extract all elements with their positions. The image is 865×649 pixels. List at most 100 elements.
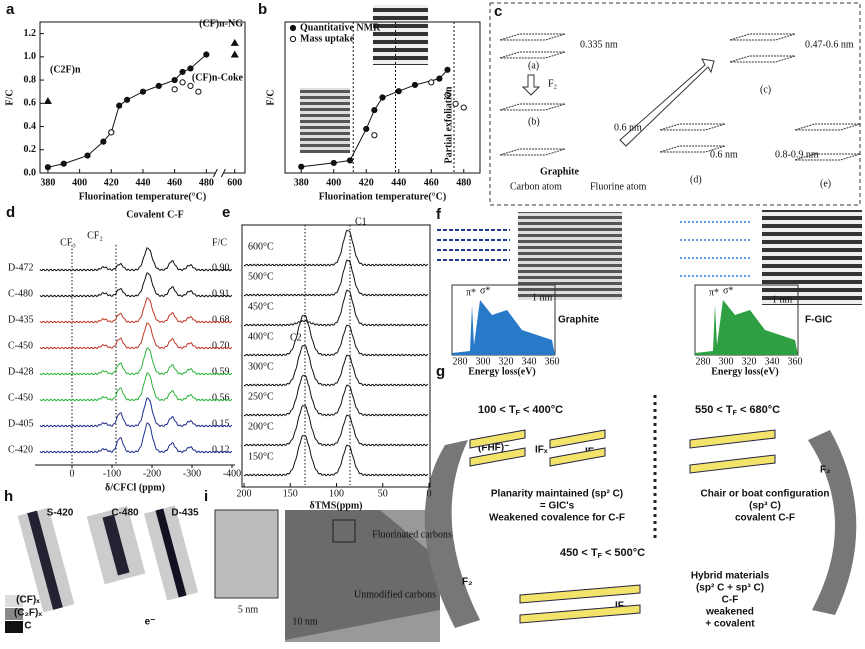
row-label: D-428 [8,366,34,377]
label: Weakened covalence for C-F [489,513,625,524]
spectrum [243,259,429,297]
marker [187,65,194,72]
panel-frame [489,2,861,206]
x-tick-label: 360 [788,356,803,367]
label: Fluorinated carbons [372,529,452,540]
x-tick-label: 480 [456,177,471,188]
sheet [519,604,641,624]
x-tick-label: 280 [453,356,468,367]
tem-image [214,509,279,599]
x-axis-label: Fluorination temperature(°C) [79,191,206,202]
plot-frame [39,21,246,174]
label: Hybrid materials [691,571,770,582]
label: F/C [212,237,227,248]
label-part: < 500°C [602,547,645,559]
x-tick-label: 320 [499,356,514,367]
label: F₂ [820,465,831,476]
annotation: (C2F)n [50,64,81,75]
axis-break [212,168,226,178]
marker [116,102,123,109]
label: D-435 [171,508,199,519]
marker [371,132,378,139]
marker [171,86,178,93]
tem-inset [373,5,428,65]
row-value: 0.70 [212,340,230,351]
marker [60,160,67,167]
label: 5 nm [238,604,259,615]
marker [428,79,435,86]
row-value: 0.56 [212,392,230,403]
label: 100 < TF < 400°C [478,404,563,417]
row-label: 600°C [248,241,274,252]
panel-label: e [222,204,230,221]
x-axis-label: Fluorination temperature(°C) [319,191,446,202]
x-axis-label: Energy loss(eV) [711,366,779,377]
row-value: 0.59 [212,366,230,377]
graphene-layer [729,55,796,63]
label: 550 < TF < 680°C [695,404,780,417]
x-tick-label: 100 [329,488,344,499]
row-label: D-435 [8,314,34,325]
x-tick-label: 420 [104,177,119,188]
schematic-label: Fluorine atom [590,181,647,192]
x-axis-label: Energy loss(eV) [468,366,536,377]
legend-marker [289,35,297,43]
marker [230,38,239,46]
legend-label: Quantitative NMR [300,22,381,33]
label: 450 < TF < 500°C [560,547,645,560]
sheet [469,447,526,467]
tem-image [762,210,862,305]
schematic-label: 0.8-0.9 nm [775,149,819,160]
spectrum [39,422,233,454]
spectrum [243,314,429,357]
x-tick-label: 460 [167,177,182,188]
label: 10 nm [292,616,318,627]
arrow [521,74,541,96]
marker [363,125,370,133]
x-tick-label: 50 [378,488,388,499]
panel-label: f [436,206,442,223]
marker [203,51,210,58]
spectrum [39,397,233,428]
label: C-480 [111,508,139,519]
tem-dark [285,510,440,640]
x-tick-label: 320 [742,356,757,367]
schematic-label: 0.6 nm [614,122,642,133]
schematic-label: 0.6 nm [710,149,738,160]
x-tick-label: 380 [294,177,309,188]
x-tick-label: 150 [283,488,298,499]
x-tick-label: 0 [427,488,432,499]
schematic-label: (c) [760,84,771,95]
marker [298,163,305,170]
marker [411,81,419,89]
x-tick-label: 380 [40,177,55,188]
spectrum [39,347,233,376]
sheet [549,429,606,449]
row-label: D-405 [8,418,34,429]
label-part: 100 < T [478,404,516,416]
panel-label: g [436,363,445,380]
marker [436,75,443,82]
title: Covalent C-F [126,209,184,220]
x-tick-label: 300 [476,356,491,367]
marker [444,66,451,73]
graphene-layer [659,123,726,131]
label: π* [709,287,719,298]
spectrum [243,289,429,327]
sheet [469,429,526,449]
panel-label: a [6,1,15,18]
row-label: C-480 [8,288,33,299]
x-tick-label: 420 [359,177,374,188]
y-tick-label: 1.0 [24,51,37,62]
row-label: C-420 [8,444,33,455]
arrow [808,430,857,615]
row-label: 450°C [248,301,274,312]
label: CF₂ [87,230,103,241]
label: covalent C-F [735,513,795,524]
axis-break [215,169,224,177]
x-tick-label: 280 [696,356,711,367]
label: (CF)ₓ [16,595,40,606]
label: CF₃ [60,237,76,248]
row-value: 0.12 [212,444,230,455]
row-label: C-450 [8,392,33,403]
